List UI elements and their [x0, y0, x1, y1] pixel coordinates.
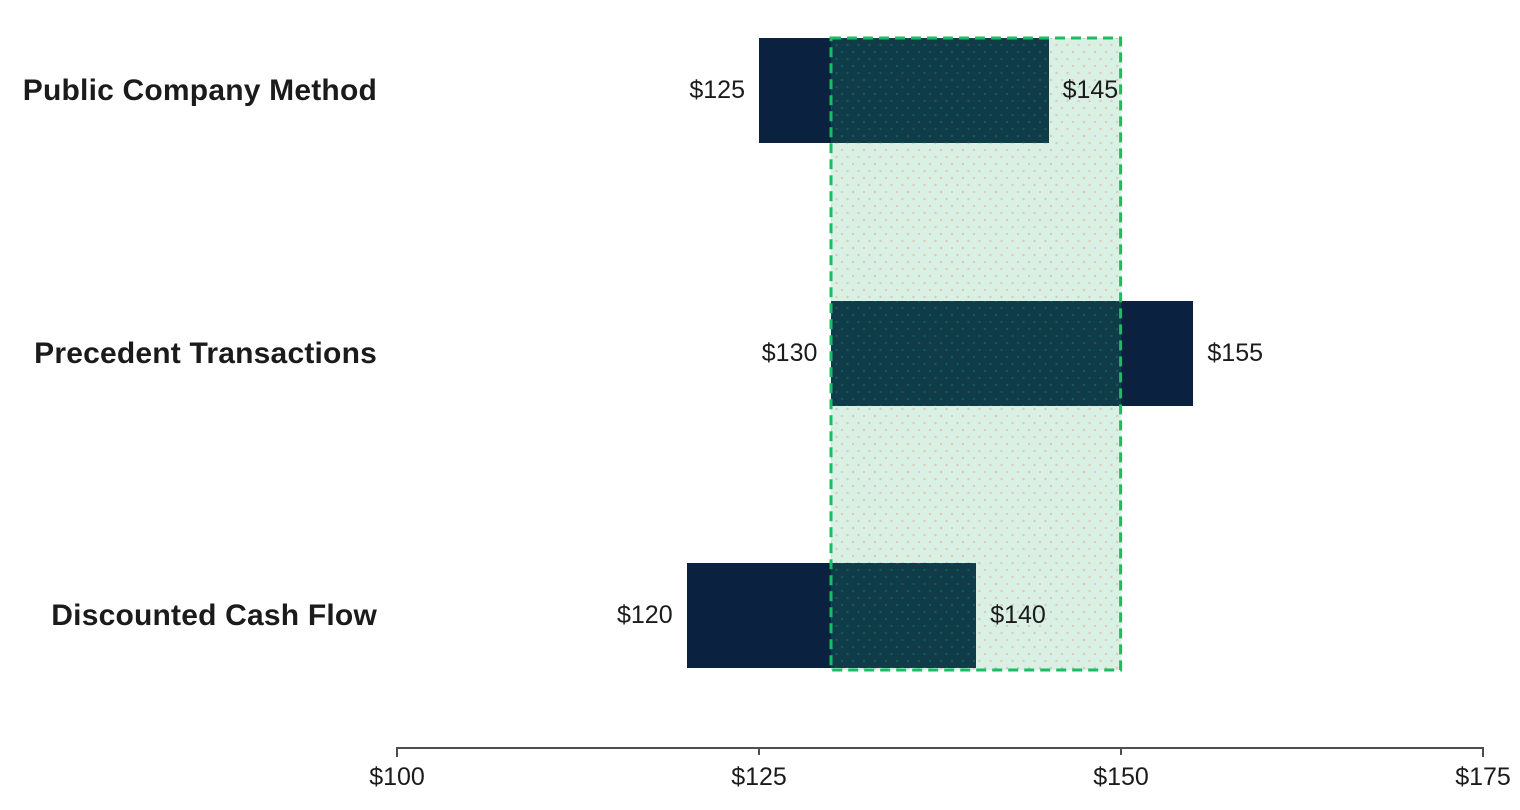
high-value-label: $145: [1062, 76, 1119, 104]
x-axis-tick: [396, 747, 398, 757]
low-value-label: $120: [616, 601, 673, 629]
low-value-label: $125: [689, 76, 745, 104]
x-axis-tick: [1120, 747, 1122, 755]
x-axis-tick: [1482, 747, 1484, 757]
bar-segment-inside-highlight: [831, 563, 977, 668]
category-label: Discounted Cash Flow: [51, 598, 377, 632]
bar-segment-outside-highlight: [759, 38, 832, 143]
x-axis-tick-label: $100: [369, 763, 425, 791]
x-axis-tick-label: $125: [731, 763, 787, 791]
bar-segment-inside-highlight: [831, 38, 1049, 143]
bar-segment-outside-highlight: [1121, 301, 1194, 406]
bar-segment-outside-highlight: [686, 563, 832, 668]
x-axis-line: [397, 747, 1483, 749]
category-label: Public Company Method: [22, 73, 377, 107]
x-axis-tick-label: $175: [1455, 763, 1511, 791]
x-axis-tick-label: $150: [1093, 763, 1149, 791]
highlight-region-border: [829, 36, 1123, 672]
low-value-label: $130: [761, 339, 818, 367]
category-label: Precedent Transactions: [34, 336, 377, 370]
bar-segment-inside-highlight: [831, 301, 1121, 406]
x-axis-tick: [758, 747, 760, 755]
high-value-label: $155: [1207, 339, 1264, 367]
high-value-label: $140: [990, 601, 1046, 629]
